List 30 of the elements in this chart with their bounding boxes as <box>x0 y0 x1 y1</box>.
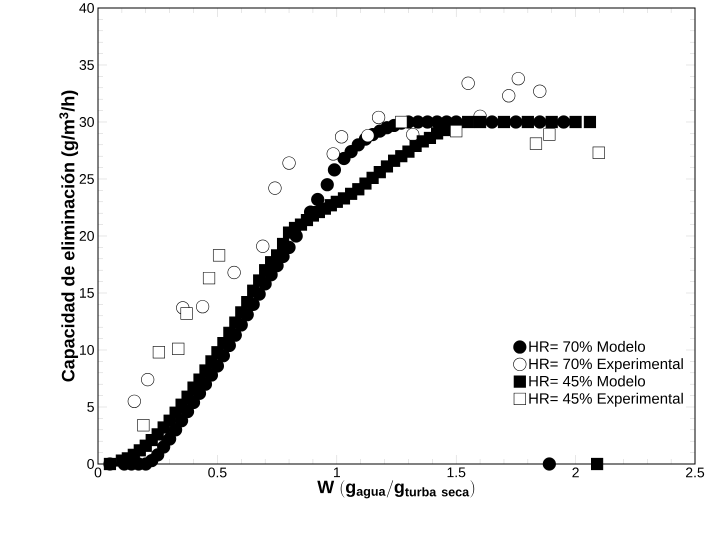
y-tick-label: 25 <box>80 174 94 184</box>
point <box>485 115 499 129</box>
x-tick-label: 2.5 <box>686 468 704 478</box>
y-tick-label: 5 <box>87 402 94 412</box>
x-tick-label: 1.5 <box>448 468 466 478</box>
y-tick-label: 20 <box>80 231 94 241</box>
x-axis-title: $\mathbf{W\ (g_{agua}/g_{turba\ seca})}$ <box>317 480 474 498</box>
point <box>320 178 334 192</box>
x-tick-label: 1 <box>334 468 340 478</box>
y-axis-title: Capacidad de eliminación (g/m$^{3}$/h) <box>59 90 78 382</box>
legend-label: HR= 70% Modelo <box>529 340 646 352</box>
legend-label: HR= 45% Modelo <box>529 375 646 386</box>
point <box>328 163 342 176</box>
point <box>509 115 523 129</box>
y-tick-label: 35 <box>80 60 94 70</box>
x-tick-label: 0 <box>94 468 102 478</box>
x-tick-label: 2 <box>572 468 579 478</box>
point <box>557 115 570 129</box>
y-tick-label: 10 <box>80 345 94 355</box>
point <box>542 457 556 471</box>
point <box>311 192 324 206</box>
y-tick-label: 15 <box>80 288 94 298</box>
legend-label: HR= 45% Experimental <box>529 392 683 407</box>
y-tick-label: 40 <box>79 3 94 13</box>
legend-label: HR= 70% Experimental <box>529 358 683 372</box>
y-tick-label: 30 <box>80 117 94 127</box>
point <box>361 129 374 142</box>
point <box>533 115 546 129</box>
y-tick-label: 0 <box>87 459 94 469</box>
x-tick-label: 0.5 <box>208 468 227 478</box>
